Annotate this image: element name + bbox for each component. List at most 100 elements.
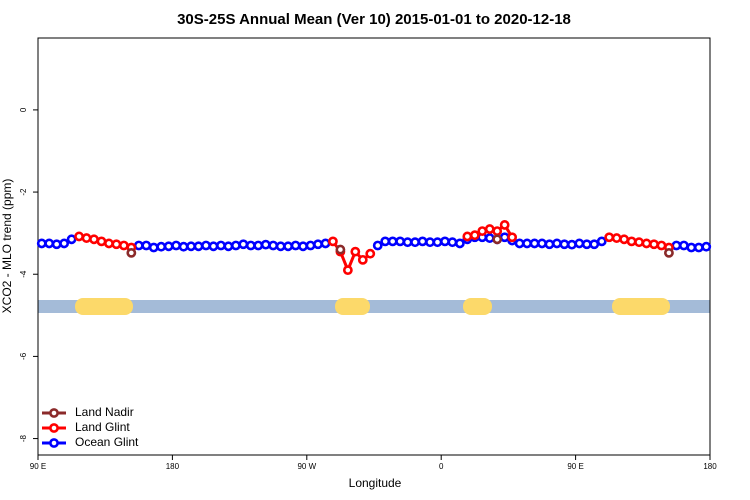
y-axis-label: XCO2 - MLO trend (ppm) [0,179,14,314]
point [81,233,92,243]
chart-title: 30S-25S Annual Mean (Ver 10) 2015-01-01 … [177,11,571,28]
point [559,239,570,250]
point [544,239,555,250]
point [387,236,398,247]
ocean-strip [38,300,710,313]
point [118,240,129,251]
point [245,240,256,251]
point [96,236,107,247]
point [186,241,196,252]
point [283,241,294,252]
point [313,239,323,250]
point [74,231,84,242]
point [253,240,264,251]
point [380,236,391,247]
point [342,265,353,276]
x-tick-label: 180 [166,462,180,471]
x-tick-label: 90 E [567,462,583,471]
point [305,240,316,251]
point [141,240,152,251]
point [372,240,383,251]
point [522,238,532,249]
point [133,240,144,251]
point [178,241,189,252]
legend-label: Land Glint [75,420,130,434]
point [104,238,114,249]
point [36,238,47,249]
legend-marker [49,438,59,448]
point [335,244,346,255]
y-tick-label: -6 [19,352,28,360]
point [201,240,211,251]
point [417,236,428,247]
land-strip [75,298,133,315]
point [328,236,338,247]
point [671,240,682,251]
point [447,237,458,248]
point [581,239,592,250]
land-strip [612,298,670,315]
point [320,238,331,249]
legend-label: Ocean Glint [75,435,139,449]
point [634,237,644,248]
x-tick-label: 180 [703,462,717,471]
point [619,234,630,245]
point [664,247,674,258]
y-tick-label: 0 [19,107,28,112]
land-strip [463,298,492,315]
point [484,233,495,243]
point [223,241,234,252]
y-tick-label: -4 [19,270,28,278]
point [238,239,249,250]
point [425,237,435,248]
point [492,226,503,236]
x-axis-label: Longitude [349,476,402,490]
x-tick-label: 90 W [297,462,316,471]
point [499,232,510,243]
point [566,239,577,250]
point [148,242,159,253]
point [469,230,480,241]
y-tick-label: -8 [19,434,28,442]
point [410,237,420,248]
point [298,241,308,252]
legend-marker [49,408,59,418]
point [171,240,182,251]
point [44,238,55,249]
point [350,246,361,257]
point [477,226,488,236]
point [454,238,465,249]
y-tick-label: -2 [19,188,28,196]
point [514,238,525,249]
land-strip [335,298,370,315]
point [686,242,697,253]
point [604,232,615,243]
legend-marker [49,423,59,433]
point [216,240,226,251]
point [260,239,271,250]
point [89,234,99,245]
point [649,239,659,250]
point [357,254,368,265]
point [693,242,704,253]
point [111,239,122,250]
point [462,231,473,242]
point [484,224,495,234]
point [574,238,585,249]
point [499,220,510,230]
land-mask [38,298,710,315]
point [395,236,406,247]
point [51,239,62,250]
point [537,238,547,249]
point [275,241,286,252]
point [163,241,174,252]
point [701,241,712,252]
point [589,239,600,250]
point [529,238,540,249]
x-tick-label: 90 E [30,462,46,471]
point [208,241,219,252]
series [126,234,674,258]
point [268,240,279,251]
